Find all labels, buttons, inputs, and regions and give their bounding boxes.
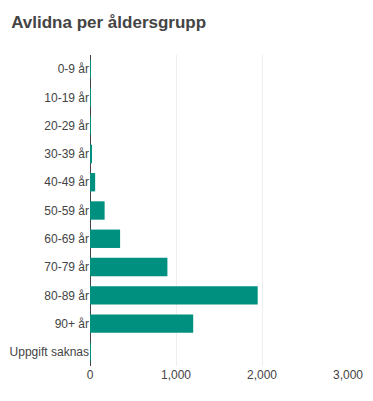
svg-text:30-39 år: 30-39 år bbox=[44, 147, 89, 161]
svg-text:3,000: 3,000 bbox=[333, 368, 363, 382]
svg-text:20-29 år: 20-29 år bbox=[44, 119, 89, 133]
svg-text:2,000: 2,000 bbox=[247, 368, 277, 382]
svg-text:80-89 år: 80-89 år bbox=[44, 289, 89, 303]
svg-text:10-19 år: 10-19 år bbox=[44, 91, 89, 105]
svg-text:0: 0 bbox=[87, 368, 94, 382]
svg-text:50-59 år: 50-59 år bbox=[44, 204, 89, 218]
svg-text:Uppgift saknas: Uppgift saknas bbox=[10, 345, 89, 359]
svg-text:60-69 år: 60-69 år bbox=[44, 232, 89, 246]
svg-text:90+ år: 90+ år bbox=[55, 317, 89, 331]
svg-text:70-79 år: 70-79 år bbox=[44, 260, 89, 274]
svg-text:40-49 år: 40-49 år bbox=[44, 175, 89, 189]
svg-text:1,000: 1,000 bbox=[161, 368, 191, 382]
svg-text:Avlidna per åldersgrupp: Avlidna per åldersgrupp bbox=[11, 13, 206, 32]
svg-text:0-9 år: 0-9 år bbox=[58, 62, 89, 76]
